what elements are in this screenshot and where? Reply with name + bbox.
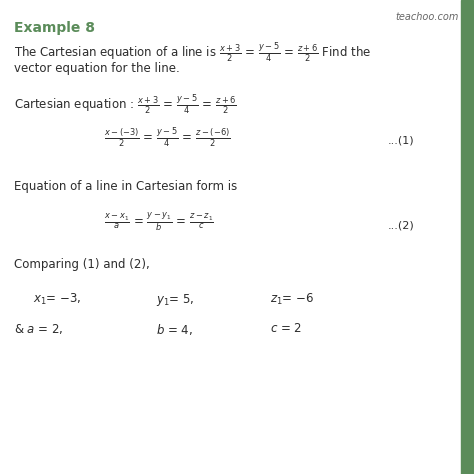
Text: Cartesian equation : $\frac{x+3}{2}$ = $\frac{y-5}{4}$ = $\frac{z+6}{2}$: Cartesian equation : $\frac{x+3}{2}$ = $… xyxy=(14,92,237,116)
Text: $z_1$= $-$6: $z_1$= $-$6 xyxy=(270,292,314,307)
Text: $y_1$= 5,: $y_1$= 5, xyxy=(156,292,195,308)
Text: Comparing (1) and (2),: Comparing (1) and (2), xyxy=(14,258,150,271)
Text: teachoo.com: teachoo.com xyxy=(395,12,459,22)
Text: ...(1): ...(1) xyxy=(388,135,415,145)
Text: Example 8: Example 8 xyxy=(14,21,95,36)
Text: $c$ = 2: $c$ = 2 xyxy=(270,322,302,335)
Text: $\frac{x-(-3)}{2}$ = $\frac{y-5}{4}$ = $\frac{z-(-6)}{2}$: $\frac{x-(-3)}{2}$ = $\frac{y-5}{4}$ = $… xyxy=(104,126,230,149)
Text: Equation of a line in Cartesian form is: Equation of a line in Cartesian form is xyxy=(14,180,237,193)
Bar xyxy=(461,0,473,474)
Text: $b$ = 4,: $b$ = 4, xyxy=(156,322,193,337)
Text: $x_1$= $-$3,: $x_1$= $-$3, xyxy=(33,292,82,307)
Text: The Cartesian equation of a line is $\frac{x+3}{2}$ = $\frac{y-5}{4}$ = $\frac{z: The Cartesian equation of a line is $\fr… xyxy=(14,40,372,64)
Text: ...(2): ...(2) xyxy=(388,220,415,230)
Text: vector equation for the line.: vector equation for the line. xyxy=(14,62,180,74)
Text: $\frac{x-x_1}{a}$ = $\frac{y-y_1}{b}$ = $\frac{z-z_1}{c}$: $\frac{x-x_1}{a}$ = $\frac{y-y_1}{b}$ = … xyxy=(104,211,214,233)
Text: & $a$ = 2,: & $a$ = 2, xyxy=(14,322,64,337)
